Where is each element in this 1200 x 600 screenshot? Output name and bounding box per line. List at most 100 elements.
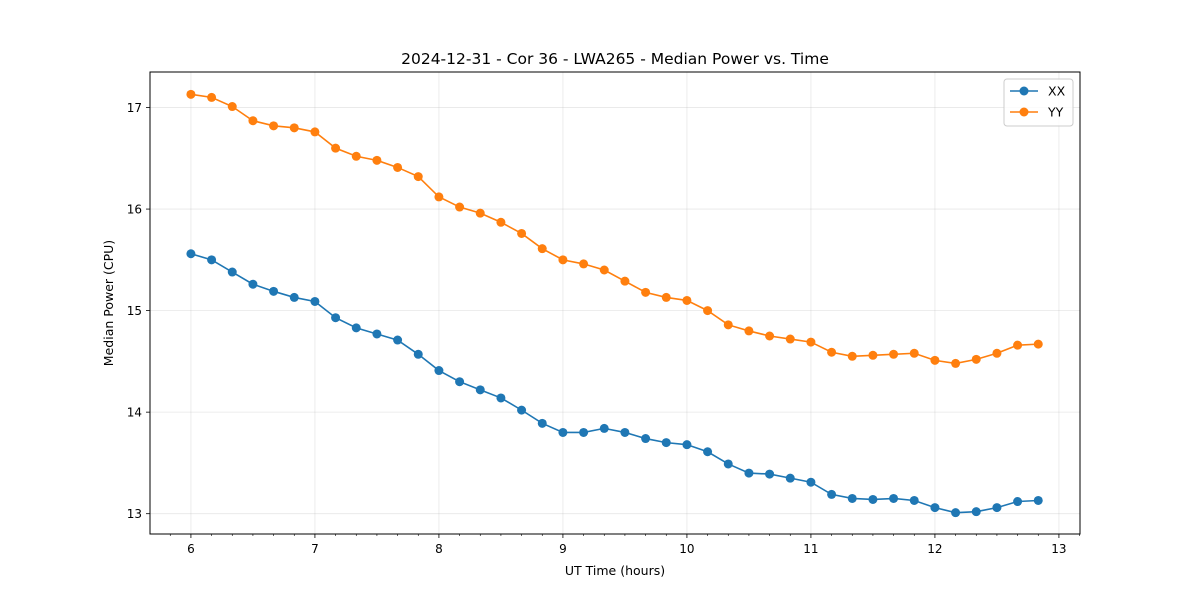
data-point-yy (1013, 340, 1023, 350)
data-point-yy (331, 143, 341, 153)
x-tick-label: 8 (435, 542, 443, 556)
data-point-xx (765, 469, 775, 479)
y-tick-label: 15 (127, 304, 142, 318)
data-point-yy (434, 192, 444, 202)
data-point-yy (207, 92, 217, 102)
data-point-xx (723, 459, 733, 469)
data-point-yy (455, 202, 465, 212)
data-point-xx (351, 323, 361, 333)
legend: XX YY (1003, 78, 1074, 127)
data-point-yy (289, 123, 299, 133)
data-point-yy (889, 349, 899, 359)
data-point-yy (785, 334, 795, 344)
data-point-yy (248, 116, 258, 126)
y-tick-label: 16 (127, 203, 142, 217)
data-point-yy (909, 348, 919, 358)
data-point-yy (930, 355, 940, 365)
data-point-yy (744, 326, 754, 336)
data-point-xx (372, 329, 382, 339)
y-tick-label: 13 (127, 507, 142, 521)
data-point-xx (930, 503, 940, 513)
data-point-xx (785, 473, 795, 483)
plot-frame (149, 71, 1081, 535)
data-point-yy (806, 337, 816, 347)
data-point-xx (579, 427, 589, 437)
legend-label-xx: XX (1048, 84, 1066, 99)
data-point-xx (992, 503, 1002, 513)
data-point-yy (393, 162, 403, 172)
series-line-xx (190, 252, 1039, 514)
data-point-yy (661, 292, 671, 302)
data-point-yy (599, 265, 609, 275)
data-point-xx (455, 377, 465, 387)
x-tick-label: 6 (187, 542, 195, 556)
x-tick-label: 12 (927, 542, 942, 556)
chart-title: 2024-12-31 - Cor 36 - LWA265 - Median Po… (401, 50, 829, 68)
x-tick-label: 10 (679, 542, 694, 556)
data-point-xx (496, 393, 506, 403)
data-point-xx (310, 296, 320, 306)
data-point-yy (1033, 339, 1043, 349)
x-axis: 6 7 8 9 10 11 12 13 (169, 534, 1080, 556)
data-point-yy (372, 155, 382, 165)
data-point-yy (413, 172, 423, 182)
data-point-xx (661, 438, 671, 448)
data-point-yy (703, 306, 713, 316)
data-point-yy (682, 295, 692, 305)
data-point-yy (765, 331, 775, 341)
data-point-xx (475, 385, 485, 395)
data-point-yy (641, 287, 651, 297)
y-axis-label: Median Power (CPU) (101, 240, 116, 366)
data-point-yy (971, 354, 981, 364)
data-point-yy (269, 121, 279, 131)
data-point-xx (1033, 495, 1043, 505)
data-point-yy (517, 228, 527, 238)
data-point-xx (413, 349, 423, 359)
data-point-yy (723, 320, 733, 330)
x-tick-label: 9 (559, 542, 567, 556)
x-tick-label: 13 (1051, 542, 1066, 556)
x-tick-label: 7 (311, 542, 319, 556)
data-point-yy (310, 127, 320, 137)
data-point-yy (475, 208, 485, 218)
data-point-xx (827, 489, 837, 499)
data-point-xx (537, 418, 547, 428)
y-tick-label: 17 (127, 101, 142, 115)
data-point-xx (868, 494, 878, 504)
data-point-xx (682, 440, 692, 450)
legend-marker-yy (1019, 107, 1029, 117)
data-point-xx (847, 493, 857, 503)
legend-marker-xx (1019, 86, 1029, 96)
data-point-yy (558, 255, 568, 265)
data-point-xx (599, 423, 609, 433)
data-point-xx (744, 468, 754, 478)
data-point-xx (434, 366, 444, 376)
data-point-xx (971, 507, 981, 517)
x-tick-label: 11 (803, 542, 818, 556)
data-point-xx (558, 427, 568, 437)
y-tick-label: 14 (127, 406, 142, 420)
data-point-xx (227, 267, 237, 277)
legend-label-yy: YY (1047, 105, 1064, 120)
data-point-yy (868, 350, 878, 360)
data-point-xx (641, 434, 651, 444)
data-point-yy (186, 89, 196, 99)
data-point-yy (351, 151, 361, 161)
data-point-xx (393, 335, 403, 345)
series-layer (186, 89, 1043, 518)
x-axis-label: UT Time (hours) (565, 563, 665, 578)
data-point-yy (620, 276, 630, 286)
data-point-xx (248, 279, 258, 289)
data-point-yy (951, 358, 961, 368)
data-point-xx (951, 508, 961, 518)
data-point-xx (620, 427, 630, 437)
data-point-yy (496, 217, 506, 227)
data-point-yy (579, 259, 589, 269)
data-point-xx (289, 292, 299, 302)
data-point-yy (827, 347, 837, 357)
y-axis: 13 14 15 16 17 (127, 101, 150, 521)
data-point-xx (1013, 497, 1023, 507)
data-point-xx (909, 495, 919, 505)
data-point-xx (703, 447, 713, 457)
